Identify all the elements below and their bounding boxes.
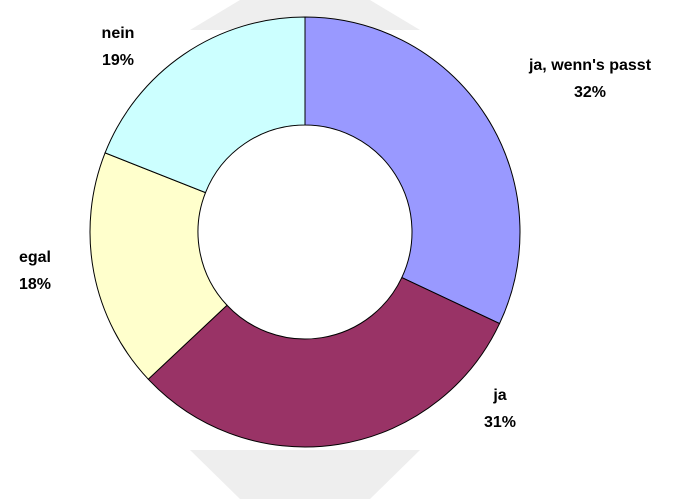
donut-slice xyxy=(104,16,306,194)
donut-slice xyxy=(89,152,228,380)
slice-label: ja xyxy=(492,387,506,404)
watermark-bottom xyxy=(190,450,420,499)
slice-value: 31% xyxy=(484,414,516,431)
donut-slice xyxy=(147,276,501,448)
slice-value: 32% xyxy=(574,84,606,101)
slice-label: egal xyxy=(19,249,51,266)
slice-label: nein xyxy=(102,25,135,42)
slice-value: 19% xyxy=(102,52,134,69)
slice-label: ja, wenn's passt xyxy=(528,57,652,74)
watermark-top xyxy=(190,0,420,30)
slice-value: 18% xyxy=(19,276,51,293)
donut-slice xyxy=(304,16,521,325)
